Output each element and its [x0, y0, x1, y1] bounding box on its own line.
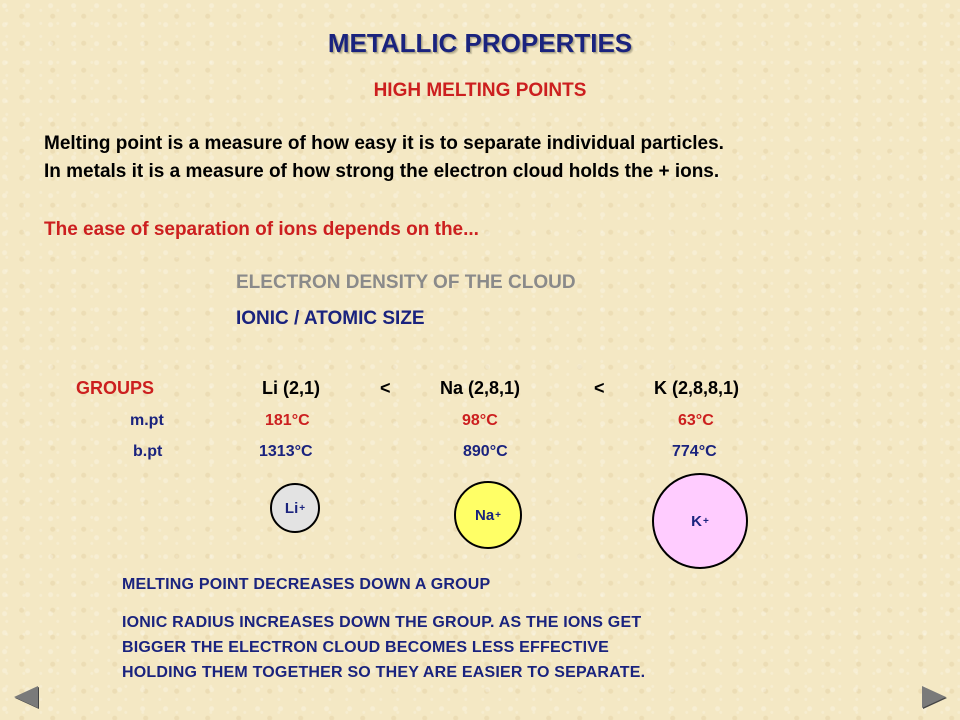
factor-electron-density: ELECTRON DENSITY OF THE CLOUD: [236, 272, 576, 293]
factor-ionic-size: IONIC / ATOMIC SIZE: [236, 308, 425, 329]
na-ion-charge: +: [495, 509, 502, 521]
intro-line-1: Melting point is a measure of how easy i…: [44, 133, 724, 154]
intro-line-2: In metals it is a measure of how strong …: [44, 161, 720, 182]
na-ion-circle: Na +: [454, 481, 522, 549]
conclusion-line-1: IONIC RADIUS INCREASES DOWN THE GROUP. A…: [122, 614, 642, 631]
mpt-k-value: 63°C: [678, 412, 714, 429]
element-li: Li (2,1): [262, 378, 321, 398]
previous-slide-icon[interactable]: [14, 686, 38, 708]
element-na: Na (2,8,1): [440, 378, 521, 398]
bpt-li-value: 1313°C: [259, 443, 313, 460]
li-ion-charge: +: [299, 502, 306, 514]
mpt-na-value: 98°C: [462, 412, 498, 429]
conclusion-title: MELTING POINT DECREASES DOWN A GROUP: [122, 576, 491, 593]
k-ion-symbol: K: [691, 512, 702, 530]
k-ion-charge: +: [703, 515, 709, 527]
page-title: METALLIC PROPERTIES: [327, 28, 633, 58]
boiling-point-label: b.pt: [133, 443, 163, 460]
bpt-na-value: 890°C: [463, 443, 508, 460]
k-ion-circle: K +: [652, 473, 748, 569]
li-ion-symbol: Li: [284, 499, 299, 517]
groups-label: GROUPS: [76, 378, 155, 398]
less-than-symbol: <: [594, 378, 605, 398]
na-ion-symbol: Na: [474, 506, 495, 524]
next-slide-icon[interactable]: [922, 686, 946, 708]
conclusion-line-3: HOLDING THEM TOGETHER SO THEY ARE EASIER…: [122, 664, 646, 681]
less-than-symbol: <: [380, 378, 391, 398]
page-subtitle: HIGH MELTING POINTS: [373, 80, 587, 101]
element-k: K (2,8,8,1): [654, 378, 740, 398]
mpt-li-value: 181°C: [265, 412, 310, 429]
bpt-k-value: 774°C: [672, 443, 717, 460]
conclusion-line-2: BIGGER THE ELECTRON CLOUD BECOMES LESS E…: [122, 639, 609, 656]
li-ion-circle: Li +: [270, 483, 320, 533]
ease-statement: The ease of separation of ions depends o…: [44, 219, 479, 240]
melting-point-label: m.pt: [130, 412, 164, 429]
